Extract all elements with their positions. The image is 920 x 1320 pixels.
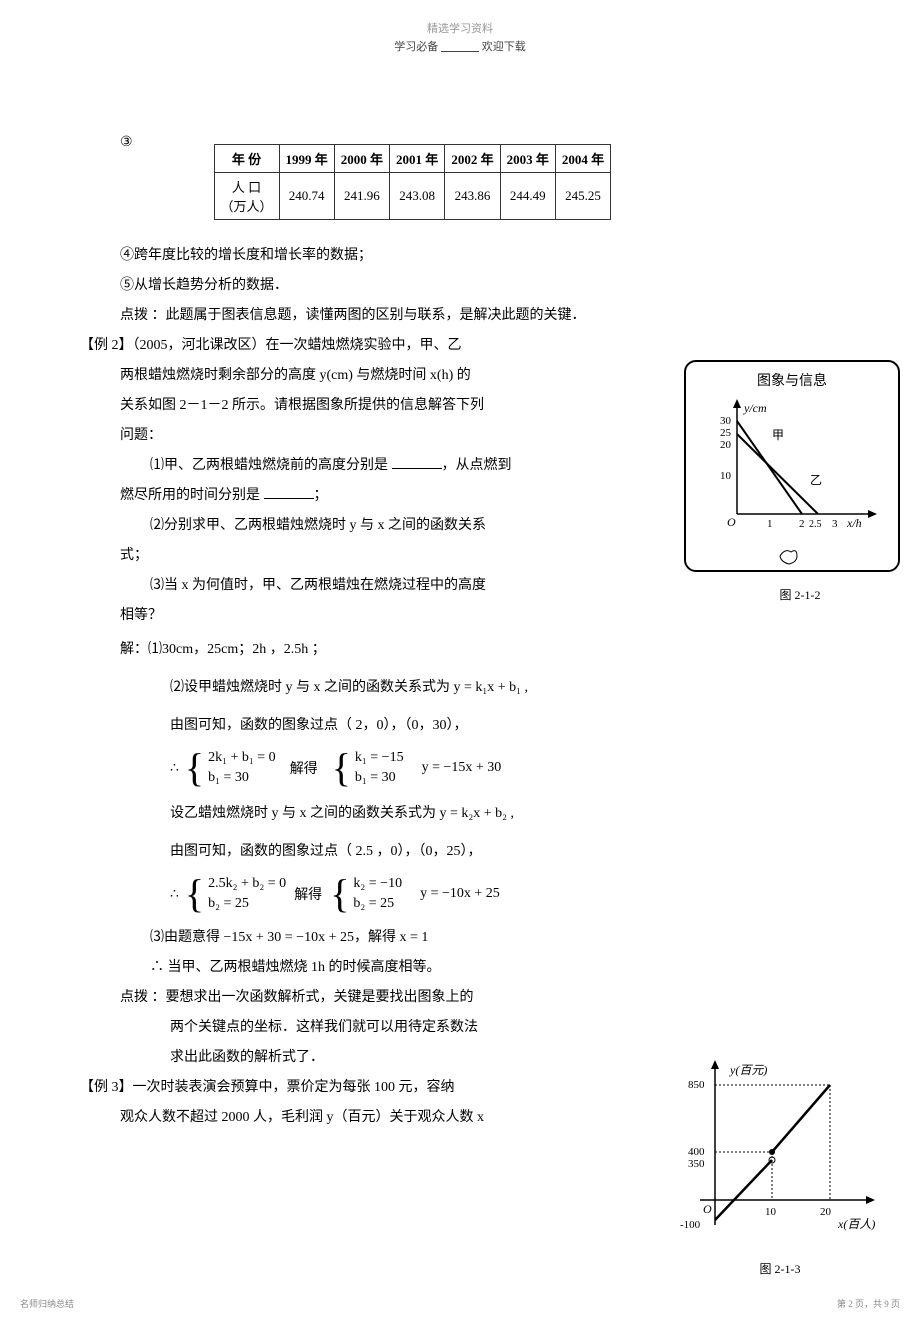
g1-origin: O [727, 515, 736, 529]
g2-yt-n100: -100 [680, 1219, 701, 1231]
g2-origin: O [703, 1202, 712, 1216]
header-top: 精选学习资料 [80, 20, 840, 36]
b1-res: y = −15x + 30 [422, 760, 502, 776]
td-v2: 241.96 [334, 173, 389, 220]
graph-1-box: 图象与信息 30 25 20 10 O 1 2 2.5 3 甲 乙 y/cm x [684, 360, 900, 572]
hint-2a: 点拨 ：要想求出一次函数解析式，关键是要找出图象上的 [80, 984, 840, 1012]
graph1-svg: 30 25 20 10 O 1 2 2.5 3 甲 乙 y/cm x/h [702, 394, 882, 544]
b2d: b₂ = 25 [353, 896, 394, 911]
g1-yt-20: 20 [720, 439, 732, 451]
footer-right: 第 2 页，共 9 页 [837, 1297, 900, 1310]
graph2-caption: 图 2-1-3 [670, 1260, 890, 1277]
g1-series-jia: 甲 [772, 428, 784, 442]
b1c: k₁ = −15 [355, 750, 404, 765]
table-header-row: 年 份 1999 年 2000 年 2001 年 2002 年 2003 年 2… [214, 145, 611, 173]
g1-xt-3: 3 [832, 518, 838, 530]
g2-xt-20: 20 [820, 1206, 832, 1218]
th-2000: 2000 年 [334, 145, 389, 173]
item-3-marker: ③ [120, 134, 150, 151]
th-2003: 2003 年 [500, 145, 555, 173]
solution-5: 由图可知，函数的图象过点（ 2.5 ，0），（0，25）， [80, 838, 840, 866]
th-2004: 2004 年 [555, 145, 610, 173]
td-v3: 243.08 [390, 173, 445, 220]
b1b: b₁ = 30 [208, 770, 249, 785]
td-label: 人 口 （万人） [214, 173, 279, 220]
g1-xt-1: 1 [767, 518, 773, 530]
item-4: ④跨年度比较的增长度和增长率的数据； [80, 242, 840, 270]
graph1-caption: 图 2-1-2 [750, 586, 850, 603]
brace-system-1: ∴ { 2k₁ + b₁ = 0 b₁ = 30 解得 { k₁ = −15 b… [170, 748, 840, 788]
ex2-q3: ⑶当 x 为何值时，甲、乙两根蜡烛在燃烧过程中的高度 [80, 572, 840, 600]
blank-2 [264, 498, 314, 499]
th-1999: 1999 年 [279, 145, 334, 173]
g2-yt-850: 850 [688, 1079, 705, 1091]
g1-ylabel: y/cm [743, 401, 767, 415]
b2-res: y = −10x + 25 [420, 886, 500, 902]
ex2-q1c-text: 燃尽所用的时间分别是 [120, 488, 264, 503]
solution-1: 解：⑴30cm，25cm；2h ，2.5h ； [80, 636, 840, 664]
b1d: b₁ = 30 [355, 770, 396, 785]
td-v4: 243.86 [445, 173, 500, 220]
graph2-svg: y(百元) 850 400 350 O -100 10 20 x(百人) [670, 1060, 880, 1250]
b1a: 2k₁ + b₁ = 0 [208, 750, 276, 765]
population-table: 年 份 1999 年 2000 年 2001 年 2002 年 2003 年 2… [214, 144, 612, 220]
ex2-q3b: 相等？ [80, 602, 840, 630]
b1-mid: 解得 [290, 758, 318, 778]
b2-mid: 解得 [294, 884, 322, 904]
td-v6: 245.25 [555, 173, 610, 220]
brace-system-2: ∴ { 2.5k₂ + b₂ = 0 b₂ = 25 解得 { k₂ = −10… [170, 874, 840, 914]
g1-series-yi: 乙 [810, 473, 822, 487]
th-2002: 2002 年 [445, 145, 500, 173]
header-sub-left: 学习必备 [394, 41, 438, 53]
solution-6: ⑶由题意得 −15x + 30 = −10x + 25，解得 x = 1 [80, 924, 840, 952]
graph-2-box: y(百元) 850 400 350 O -100 10 20 x(百人) 图 2… [670, 1060, 890, 1277]
ex2-q1b-text: ，从点燃到 [442, 458, 512, 473]
g1-yt-30: 30 [720, 415, 732, 427]
example-2-title: 【例 2】（2005，河北课改区）在一次蜡烛燃烧实验中，甲、乙 [80, 332, 840, 360]
solution-4: 设乙蜡烛燃烧时 y 与 x 之间的函数关系式为 y = k₂x + b₂ , [80, 800, 840, 828]
blank-1 [392, 468, 442, 469]
g1-yt-25: 25 [720, 427, 732, 439]
solution-2: ⑵设甲蜡烛燃烧时 y 与 x 之间的函数关系式为 y = k₁x + b₁ , [80, 674, 840, 702]
td-v1: 240.74 [279, 173, 334, 220]
header-sub: 学习必备 欢迎下载 [80, 38, 840, 54]
g1-yt-10: 10 [720, 470, 732, 482]
b2c: k₂ = −10 [353, 876, 402, 891]
hint-2b: 两个关键点的坐标．这样我们就可以用待定系数法 [80, 1014, 840, 1042]
table-data-row: 人 口 （万人） 240.74 241.96 243.08 243.86 244… [214, 173, 611, 220]
b2b: b₂ = 25 [208, 896, 249, 911]
g2-xt-10: 10 [765, 1206, 777, 1218]
g2-yt-400: 400 [688, 1146, 705, 1158]
th-2001: 2001 年 [390, 145, 445, 173]
g1-xlabel: x/h [846, 516, 862, 530]
g2-ylabel: y(百元) [729, 1063, 767, 1077]
hint-1: 点拨 ：此题属于图表信息题，读懂两图的区别与联系，是解决此题的关键． [80, 302, 840, 330]
b2a: 2.5k₂ + b₂ = 0 [208, 876, 286, 891]
header-sub-right: 欢迎下载 [482, 41, 526, 53]
solution-3: 由图可知，函数的图象过点（ 2，0），（0，30）， [80, 712, 840, 740]
ex2-q1a-text: ⑴甲、乙两根蜡烛燃烧前的高度分别是 [150, 458, 392, 473]
hand-icon [777, 544, 801, 566]
g1-xt-25: 2.5 [809, 519, 822, 530]
footer-left: 名师归纳总结 [20, 1297, 74, 1310]
th-year: 年 份 [214, 145, 279, 173]
graph1-title: 图象与信息 [692, 370, 892, 390]
g1-xt-2: 2 [799, 518, 805, 530]
header-underline [441, 41, 479, 53]
td-v5: 244.49 [500, 173, 555, 220]
g2-xlabel: x(百人) [837, 1217, 875, 1231]
item-5: ⑤从增长趋势分析的数据． [80, 272, 840, 300]
solution-7: ∴ 当甲、乙两根蜡烛燃烧 1h 的时候高度相等。 [80, 954, 840, 982]
g2-yt-350: 350 [688, 1158, 705, 1170]
ex2-q1d-text: ； [314, 488, 328, 503]
